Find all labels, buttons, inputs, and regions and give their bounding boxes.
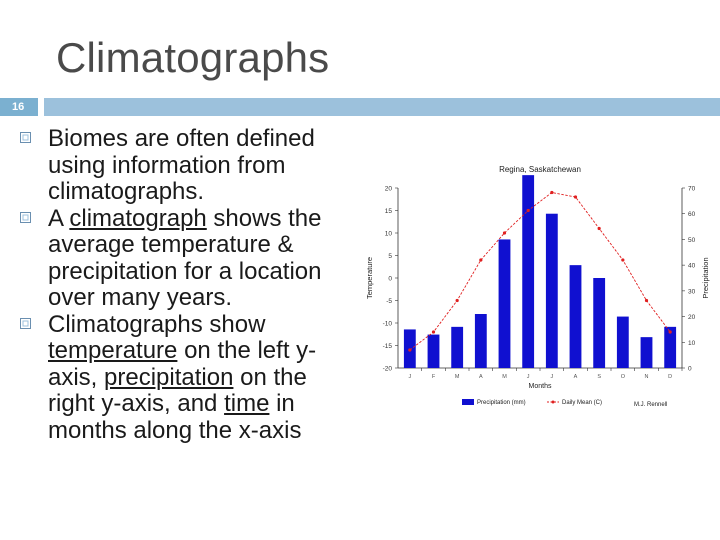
- bullet-square-icon: [20, 317, 31, 329]
- climatograph-chart: Regina, Saskatchewan20151050-5-10-15-207…: [365, 165, 710, 408]
- right-tick-label: 50: [688, 237, 696, 244]
- bullet-list: Biomes are often defined using informati…: [20, 125, 358, 445]
- precipitation-bar: [545, 213, 558, 368]
- temperature-point: [573, 195, 578, 199]
- bullet-text: on the right y-axis, and: [48, 363, 307, 417]
- right-tick-label: 30: [688, 288, 696, 295]
- temperature-point: [597, 226, 601, 231]
- left-tick-label: 0: [388, 276, 392, 283]
- x-tick-label: J: [408, 374, 411, 380]
- x-tick-label: M: [502, 374, 507, 380]
- right-tick-label: 70: [688, 186, 696, 193]
- underlined-term: climatograph: [69, 204, 207, 232]
- legend-line-label: Daily Mean (C): [562, 400, 602, 406]
- precipitation-bar: [616, 316, 629, 368]
- x-axis-label: Months: [529, 383, 552, 390]
- x-tick-label: J: [527, 374, 530, 380]
- precipitation-bar: [474, 314, 487, 368]
- slide-number: 16: [0, 98, 38, 116]
- temperature-point: [668, 330, 672, 334]
- left-tick-label: -15: [383, 343, 393, 350]
- right-tick-label: 60: [688, 211, 696, 218]
- underlined-term: time: [224, 390, 270, 417]
- underlined-term: precipitation: [104, 363, 234, 391]
- right-tick-label: 10: [688, 340, 696, 347]
- left-tick-label: -10: [383, 321, 393, 328]
- right-tick-label: 0: [688, 366, 692, 373]
- slide-title: Climatographs: [56, 34, 330, 81]
- temperature-line: [409, 192, 671, 351]
- x-tick-label: O: [621, 374, 626, 380]
- temperature-point: [621, 258, 625, 262]
- left-tick-label: 20: [385, 186, 393, 193]
- bullet-item: A climatograph shows the average tempera…: [20, 204, 358, 312]
- temperature-point: [431, 330, 436, 334]
- x-tick-label: N: [645, 374, 649, 380]
- bullet-square-icon: [20, 211, 31, 223]
- temperature-point: [526, 208, 530, 213]
- temperature-point: [502, 231, 507, 235]
- left-tick-label: -5: [386, 298, 392, 305]
- precipitation-bar: [451, 326, 464, 368]
- x-tick-label: M: [455, 374, 460, 380]
- chart-credit: M.J. Rennell: [634, 402, 667, 408]
- precipitation-bar: [522, 175, 535, 368]
- x-tick-label: S: [597, 374, 601, 380]
- left-tick-label: -20: [383, 366, 393, 373]
- x-tick-label: D: [668, 374, 672, 380]
- bullet-text: A: [48, 204, 70, 232]
- left-tick-label: 15: [385, 208, 393, 215]
- bullet-text: Biomes are often defined using informati…: [48, 125, 315, 205]
- y2-axis-label: Precipitation: [701, 257, 710, 298]
- precipitation-bar: [569, 265, 582, 368]
- bullet-text: on the left y-axis,: [48, 337, 317, 391]
- precipitation-bar: [498, 239, 511, 368]
- accent-bar: [44, 98, 720, 116]
- legend-bar-label: Precipitation (mm): [477, 400, 526, 406]
- precipitation-bar: [664, 326, 677, 368]
- precipitation-bar: [640, 337, 653, 368]
- right-tick-label: 40: [688, 263, 696, 270]
- temperature-point: [644, 298, 649, 303]
- underlined-term: temperature: [48, 337, 178, 364]
- bullet-square-icon: [20, 132, 31, 143]
- x-tick-label: A: [479, 374, 483, 380]
- bullet-item: Climatographs show temperature on the le…: [20, 310, 358, 445]
- precipitation-bar: [427, 334, 440, 368]
- bullet-text: in months along the x-axis: [48, 390, 302, 444]
- bullet-text: Climatographs show: [48, 310, 266, 338]
- bullet-text: shows the average temperature & precipit…: [48, 204, 322, 311]
- chart-title: Regina, Saskatchewan: [499, 165, 581, 174]
- x-tick-label: J: [550, 374, 553, 380]
- x-tick-label: A: [574, 374, 578, 380]
- x-tick-label: F: [432, 374, 436, 380]
- legend-line-marker: [551, 400, 555, 404]
- header-band: 16: [0, 98, 720, 116]
- left-tick-label: 5: [388, 253, 392, 260]
- temperature-point: [408, 348, 412, 352]
- temperature-point: [479, 258, 483, 262]
- y-axis-label: Temperature: [365, 257, 374, 299]
- right-tick-label: 20: [688, 314, 696, 321]
- precipitation-bar: [593, 278, 606, 368]
- legend-bar-swatch: [462, 399, 474, 405]
- temperature-point: [455, 298, 459, 303]
- left-tick-label: 10: [385, 231, 393, 238]
- bullet-item: Biomes are often defined using informati…: [20, 125, 358, 206]
- temperature-point: [550, 190, 554, 195]
